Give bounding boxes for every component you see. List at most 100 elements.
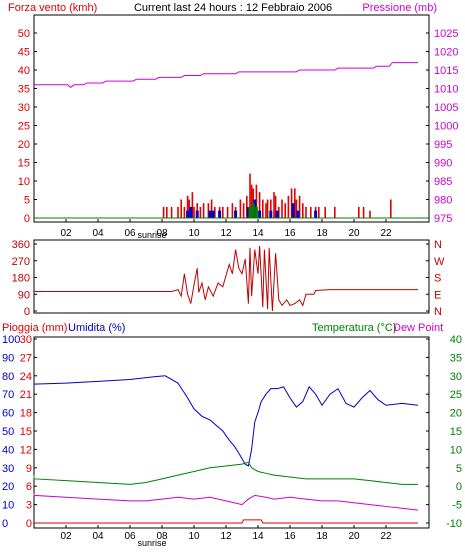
time-tick-label: 18 [316, 228, 328, 239]
wind-tick-label: 20 [18, 139, 30, 151]
gust-bar [226, 206, 229, 218]
gust-bar [239, 199, 242, 218]
wind-axis-label: Forza vento (kmh) [8, 2, 97, 14]
gust-bar [255, 184, 258, 218]
wind-bar [189, 206, 193, 218]
sunrise-label: sunrise [137, 538, 166, 548]
compass-tick-label: N [434, 306, 442, 318]
wind-tick-label: 0 [24, 213, 30, 225]
wind-bar [275, 210, 279, 218]
rain-tick-label: 3 [26, 500, 32, 512]
wind-tick-label: 25 [18, 121, 30, 133]
gust-bar [318, 206, 320, 218]
wind-bar [246, 206, 250, 218]
gust-bar [258, 192, 261, 218]
temperature-line [33, 461, 418, 485]
humidity-tick-label: 80 [2, 371, 14, 383]
time-tick-label: 08 [156, 531, 168, 542]
temperature-tick-label: 10 [450, 444, 462, 456]
time-tick-label: 18 [316, 531, 328, 542]
temperature-tick-label: 30 [450, 371, 462, 383]
gust-bar [302, 203, 304, 218]
gust-bar [246, 195, 248, 218]
wind-tick-label: 30 [18, 102, 30, 114]
gust-bar [250, 184, 253, 218]
wind-tick-label: 15 [18, 158, 30, 170]
gust-bar [199, 206, 202, 218]
rain-tick-label: 18 [20, 408, 32, 420]
temperature-tick-label: 35 [450, 352, 462, 364]
wind-bar [314, 210, 318, 218]
gust-bar [358, 206, 360, 218]
gust-bar [287, 195, 290, 218]
gust-bar [222, 206, 224, 218]
humidity-tick-label: 20 [2, 481, 14, 493]
humidity-tick-label: 40 [2, 444, 14, 456]
dewpoint-axis-label: Dew Point [393, 322, 443, 334]
pressure-tick-label: 990 [434, 158, 452, 170]
humidity-tick-label: 60 [2, 408, 14, 420]
time-tick-label: 20 [348, 228, 360, 239]
gust-bar [278, 206, 280, 218]
gust-bar [249, 173, 251, 218]
temperature-tick-label: 40 [450, 334, 462, 346]
wind-tick-label: 5 [24, 195, 30, 207]
time-tick-label: 06 [124, 531, 136, 542]
gust-bar [334, 206, 336, 218]
rain-tick-label: 15 [20, 426, 32, 438]
time-tick-label: 10 [188, 531, 200, 542]
humidity-tick-label: 10 [2, 500, 14, 512]
gust-bar [214, 206, 216, 218]
gust-bar [274, 195, 277, 218]
calm-bar [254, 206, 258, 218]
time-tick-label: 06 [124, 228, 136, 239]
temperature-tick-label: 0 [456, 481, 462, 493]
rain-tick-label: 0 [26, 518, 32, 530]
time-tick-label: 10 [188, 228, 200, 239]
rain-tick-label: 12 [20, 444, 32, 456]
temperature-tick-label: -10 [446, 518, 462, 530]
pressure-tick-label: 1015 [434, 65, 458, 77]
direction-tick-label: 0 [24, 306, 30, 318]
rain-tick-label: 9 [26, 463, 32, 475]
temperature-tick-label: 15 [450, 426, 462, 438]
humidity-tick-label: 30 [2, 463, 14, 475]
time-tick-label: 12 [220, 228, 232, 239]
gust-bar [177, 206, 179, 218]
direction-tick-label: 90 [18, 289, 30, 301]
rain-tick-label: 30 [20, 334, 32, 346]
gust-bar [290, 188, 293, 218]
time-tick-label: 02 [60, 228, 72, 239]
wind-tick-label: 50 [18, 28, 30, 40]
gust-bar [202, 203, 205, 218]
wind-bar [208, 210, 212, 218]
gust-bar [188, 199, 190, 218]
humidity-axis-label: Umidita (%) [68, 322, 125, 334]
gust-bar [265, 203, 267, 218]
wind-bar [291, 203, 295, 218]
humidity-tick-label: 100 [2, 334, 20, 346]
compass-tick-label: E [434, 289, 441, 301]
compass-tick-label: S [434, 273, 441, 285]
climate-plot-content: 0102030405060708090100036912151821242730… [2, 334, 462, 548]
direction-tick-label: 180 [12, 273, 30, 285]
temperature-tick-label: 25 [450, 389, 462, 401]
wind-bar [258, 210, 262, 218]
pressure-tick-label: 980 [434, 195, 452, 207]
gust-bar [180, 199, 182, 218]
pressure-tick-label: 1010 [434, 84, 458, 96]
time-tick-label: 16 [284, 531, 296, 542]
gust-bar [170, 206, 173, 218]
gust-bar [284, 203, 286, 218]
gust-bar [210, 199, 213, 218]
wind-bar [253, 199, 257, 218]
wind-plot-content: 0510152025303540455097598098599099510001… [18, 28, 459, 239]
wind-bar [234, 210, 238, 218]
gust-bar [295, 199, 298, 218]
temperature-axis-label: Temperatura (°C) [312, 322, 396, 334]
time-tick-label: 22 [380, 531, 392, 542]
humidity-tick-label: 0 [2, 518, 8, 530]
